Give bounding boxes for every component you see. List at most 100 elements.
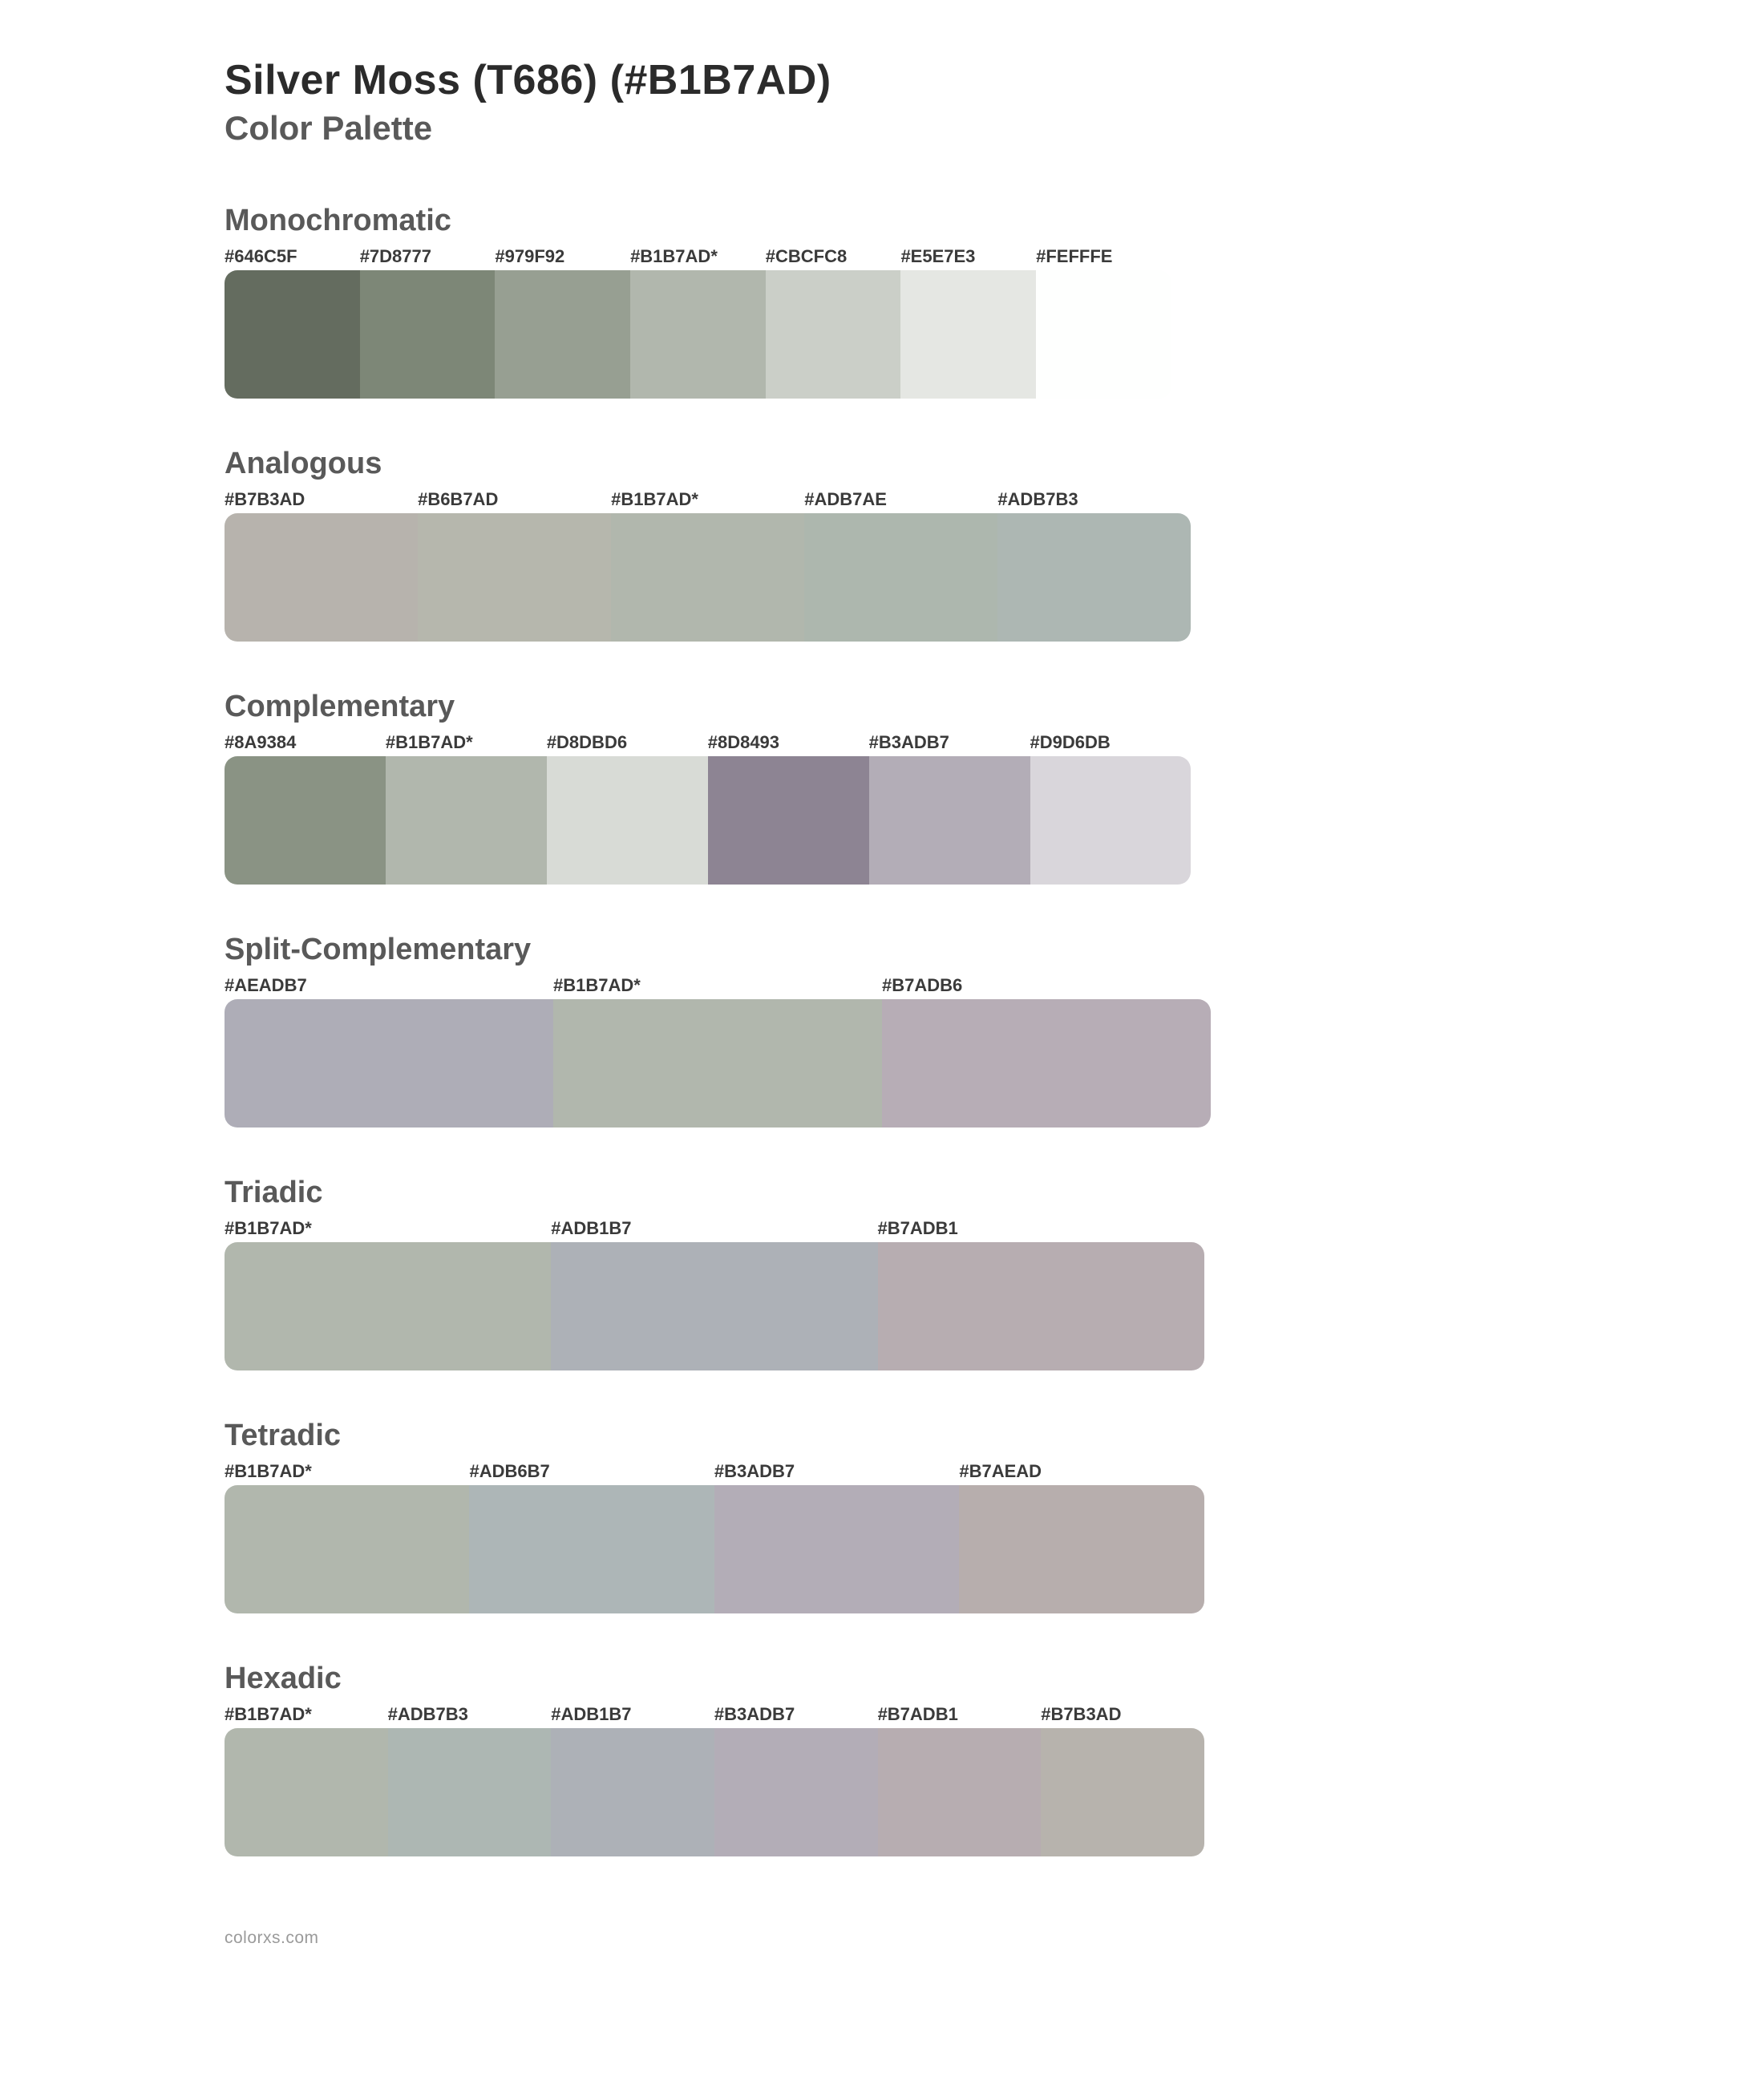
section-title: Monochromatic xyxy=(225,204,1539,238)
section-title: Hexadic xyxy=(225,1662,1539,1696)
color-swatch xyxy=(714,1728,878,1856)
swatch-label: #646C5F xyxy=(225,246,360,267)
swatch-label: #B3ADB7 xyxy=(869,732,1030,753)
color-swatch xyxy=(360,270,496,399)
section-title: Complementary xyxy=(225,690,1539,724)
color-swatch xyxy=(469,1485,714,1613)
palette-section: Complementary #8A9384#B1B7AD*#D8DBD6#8D84… xyxy=(225,690,1539,885)
swatch-label: #8A9384 xyxy=(225,732,386,753)
swatch-labels-row: #8A9384#B1B7AD*#D8DBD6#8D8493#B3ADB7#D9D… xyxy=(225,732,1191,753)
swatch-label: #B7B3AD xyxy=(225,489,418,510)
color-swatch xyxy=(225,756,386,885)
swatch-label: #ADB1B7 xyxy=(551,1218,877,1239)
swatch-row xyxy=(225,270,1171,399)
swatch-labels-row: #B7B3AD#B6B7AD#B1B7AD*#ADB7AE#ADB7B3 xyxy=(225,489,1191,510)
color-swatch xyxy=(900,270,1036,399)
color-swatch xyxy=(225,1242,551,1370)
swatch-labels-row: #646C5F#7D8777#979F92#B1B7AD*#CBCFC8#E5E… xyxy=(225,246,1171,267)
palette-section: Triadic #B1B7AD*#ADB1B7#B7ADB1 xyxy=(225,1176,1539,1370)
color-swatch xyxy=(388,1728,552,1856)
swatch-label: #B1B7AD* xyxy=(553,975,882,996)
color-swatch xyxy=(1036,270,1171,399)
section-title: Triadic xyxy=(225,1176,1539,1210)
color-swatch xyxy=(882,999,1211,1128)
swatch-label: #ADB7B3 xyxy=(388,1704,552,1725)
color-swatch xyxy=(225,513,418,642)
swatch-row xyxy=(225,756,1191,885)
swatch-label: #CBCFC8 xyxy=(766,246,901,267)
color-swatch xyxy=(766,270,901,399)
swatch-label: #B3ADB7 xyxy=(714,1461,959,1482)
color-swatch xyxy=(804,513,997,642)
color-swatch xyxy=(630,270,766,399)
swatch-label: #B1B7AD* xyxy=(386,732,547,753)
color-swatch xyxy=(1030,756,1192,885)
color-swatch xyxy=(551,1728,714,1856)
swatch-label: #FEFFFE xyxy=(1036,246,1171,267)
palette-section: Split-Complementary #AEADB7#B1B7AD*#B7ADB… xyxy=(225,933,1539,1128)
swatch-row xyxy=(225,1242,1204,1370)
swatch-label: #B1B7AD* xyxy=(225,1704,388,1725)
swatch-label: #B7AEAD xyxy=(959,1461,1204,1482)
page-title: Silver Moss (T686) (#B1B7AD) xyxy=(225,56,1539,104)
swatch-label: #B1B7AD* xyxy=(225,1461,469,1482)
footer-attribution: colorxs.com xyxy=(225,1929,1539,1948)
swatch-label: #B3ADB7 xyxy=(714,1704,878,1725)
color-swatch xyxy=(714,1485,959,1613)
swatch-row xyxy=(225,999,1211,1128)
swatch-label: #B6B7AD xyxy=(418,489,611,510)
swatch-label: #ADB7AE xyxy=(804,489,997,510)
swatch-label: #8D8493 xyxy=(708,732,869,753)
swatch-label: #B7ADB1 xyxy=(878,1704,1042,1725)
color-swatch xyxy=(547,756,708,885)
swatch-label: #B1B7AD* xyxy=(225,1218,551,1239)
swatch-label: #B1B7AD* xyxy=(630,246,766,267)
swatch-label: #7D8777 xyxy=(360,246,496,267)
color-swatch xyxy=(225,270,360,399)
swatch-row xyxy=(225,1485,1204,1613)
swatch-label: #ADB1B7 xyxy=(551,1704,714,1725)
palette-section: Analogous #B7B3AD#B6B7AD#B1B7AD*#ADB7AE#A… xyxy=(225,447,1539,642)
color-swatch xyxy=(959,1485,1204,1613)
swatch-label: #979F92 xyxy=(495,246,630,267)
section-title: Split-Complementary xyxy=(225,933,1539,967)
swatch-row xyxy=(225,513,1191,642)
section-title: Analogous xyxy=(225,447,1539,481)
color-swatch xyxy=(225,999,553,1128)
swatch-label: #B1B7AD* xyxy=(611,489,804,510)
color-swatch xyxy=(551,1242,877,1370)
color-swatch xyxy=(225,1485,469,1613)
swatch-label: #B7B3AD xyxy=(1041,1704,1204,1725)
color-swatch xyxy=(1041,1728,1204,1856)
swatch-label: #D9D6DB xyxy=(1030,732,1192,753)
color-swatch xyxy=(997,513,1191,642)
color-swatch xyxy=(869,756,1030,885)
swatch-label: #E5E7E3 xyxy=(900,246,1036,267)
swatch-label: #B7ADB6 xyxy=(882,975,1211,996)
color-swatch xyxy=(878,1242,1204,1370)
color-swatch xyxy=(708,756,869,885)
swatch-label: #ADB7B3 xyxy=(997,489,1191,510)
color-swatch xyxy=(386,756,547,885)
page-subtitle: Color Palette xyxy=(225,109,1539,148)
palette-section: Tetradic #B1B7AD*#ADB6B7#B3ADB7#B7AEAD xyxy=(225,1419,1539,1613)
swatch-label: #ADB6B7 xyxy=(469,1461,714,1482)
color-swatch xyxy=(878,1728,1042,1856)
swatch-label: #D8DBD6 xyxy=(547,732,708,753)
color-swatch xyxy=(418,513,611,642)
palette-section: Hexadic #B1B7AD*#ADB7B3#ADB1B7#B3ADB7#B7A… xyxy=(225,1662,1539,1856)
color-swatch xyxy=(611,513,804,642)
swatch-labels-row: #B1B7AD*#ADB7B3#ADB1B7#B3ADB7#B7ADB1#B7B… xyxy=(225,1704,1204,1725)
swatch-labels-row: #B1B7AD*#ADB6B7#B3ADB7#B7AEAD xyxy=(225,1461,1204,1482)
swatch-row xyxy=(225,1728,1204,1856)
swatch-label: #AEADB7 xyxy=(225,975,553,996)
section-title: Tetradic xyxy=(225,1419,1539,1453)
swatch-label: #B7ADB1 xyxy=(878,1218,1204,1239)
swatch-labels-row: #B1B7AD*#ADB1B7#B7ADB1 xyxy=(225,1218,1204,1239)
palette-section: Monochromatic #646C5F#7D8777#979F92#B1B7A… xyxy=(225,204,1539,399)
color-swatch xyxy=(495,270,630,399)
color-swatch xyxy=(225,1728,388,1856)
palette-sections: Monochromatic#646C5F#7D8777#979F92#B1B7A… xyxy=(225,204,1539,1856)
color-swatch xyxy=(553,999,882,1128)
swatch-labels-row: #AEADB7#B1B7AD*#B7ADB6 xyxy=(225,975,1211,996)
